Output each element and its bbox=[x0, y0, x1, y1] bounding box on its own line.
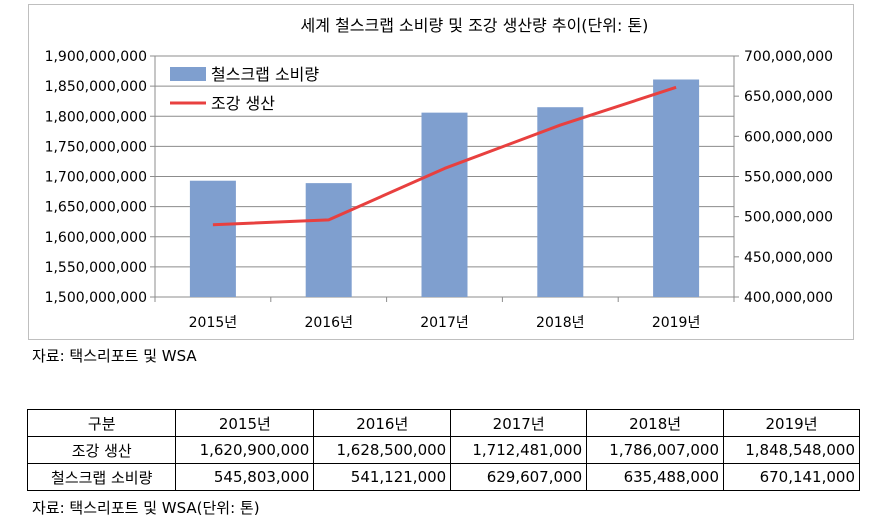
table-cell: 1,628,500,000 bbox=[313, 436, 452, 464]
x-tick-label: 2019년 bbox=[652, 315, 701, 331]
x-tick-label: 2018년 bbox=[536, 315, 585, 331]
table-row: 조강 생산 1,620,900,000 1,628,500,000 1,712,… bbox=[26, 436, 860, 464]
table-cell: 1,786,007,000 bbox=[586, 436, 725, 464]
right-tick-label: 450,000,000 bbox=[744, 250, 833, 266]
x-tick-label: 2016년 bbox=[304, 315, 353, 331]
table-cell: 1,620,900,000 bbox=[175, 436, 315, 464]
table-source-note: 자료: 택스리포트 및 WSA(단위: 톤) bbox=[32, 499, 260, 517]
table-header-cell: 2015년 bbox=[175, 409, 315, 437]
table-cell: 670,141,000 bbox=[723, 463, 860, 491]
table-row: 철스크랩 소비량 545,803,000 541,121,000 629,607… bbox=[26, 463, 860, 491]
right-tick-label: 400,000,000 bbox=[744, 290, 833, 306]
bar bbox=[421, 112, 468, 297]
combo-chart: 세계 철스크랩 소비량 및 조강 생산량 추이(단위: 톤) 1,500,000,… bbox=[45, 16, 834, 331]
table-header-cell: 2016년 bbox=[313, 409, 452, 437]
left-tick-label: 1,550,000,000 bbox=[45, 260, 147, 276]
table-header-cell: 구분 bbox=[26, 409, 177, 437]
line-series bbox=[212, 85, 677, 227]
left-tick-label: 1,850,000,000 bbox=[45, 79, 147, 95]
legend-label: 조강 생산 bbox=[211, 94, 275, 113]
right-tick-label: 550,000,000 bbox=[744, 170, 833, 186]
left-tick-label: 1,900,000,000 bbox=[45, 49, 147, 65]
left-tick-label: 1,700,000,000 bbox=[45, 170, 147, 186]
bar bbox=[653, 79, 700, 297]
left-tick-label: 1,500,000,000 bbox=[45, 290, 147, 306]
table-header-cell: 2019년 bbox=[723, 409, 860, 437]
table-cell: 635,488,000 bbox=[586, 463, 725, 491]
table-header-cell: 2018년 bbox=[586, 409, 725, 437]
table-cell: 545,803,000 bbox=[175, 463, 315, 491]
table-header-row: 구분 2015년 2016년 2017년 2018년 2019년 bbox=[26, 409, 860, 437]
left-tick-label: 1,800,000,000 bbox=[45, 109, 147, 125]
data-table: 구분 2015년 2016년 2017년 2018년 2019년 조강 생산 1… bbox=[26, 409, 860, 491]
table-row-label: 철스크랩 소비량 bbox=[26, 463, 177, 491]
left-tick-label: 1,600,000,000 bbox=[45, 230, 147, 246]
x-tick-label: 2017년 bbox=[420, 315, 469, 331]
left-tick-label: 1,650,000,000 bbox=[45, 200, 147, 216]
right-tick-label: 700,000,000 bbox=[744, 49, 833, 65]
chart-title: 세계 철스크랩 소비량 및 조강 생산량 추이(단위: 톤) bbox=[301, 16, 649, 35]
table-cell: 1,848,548,000 bbox=[723, 436, 860, 464]
right-tick-label: 650,000,000 bbox=[744, 89, 833, 105]
table-cell: 1,712,481,000 bbox=[450, 436, 588, 464]
table-header-cell: 2017년 bbox=[450, 409, 588, 437]
bar bbox=[537, 107, 584, 298]
chart-container: 세계 철스크랩 소비량 및 조강 생산량 추이(단위: 톤) 1,500,000,… bbox=[28, 4, 854, 340]
table-cell: 541,121,000 bbox=[313, 463, 452, 491]
table-row-label: 조강 생산 bbox=[26, 436, 177, 464]
right-tick-label: 600,000,000 bbox=[744, 129, 833, 145]
table-cell: 629,607,000 bbox=[450, 463, 588, 491]
left-tick-label: 1,750,000,000 bbox=[45, 139, 147, 155]
x-tick-label: 2015년 bbox=[189, 315, 238, 331]
right-tick-label: 500,000,000 bbox=[744, 210, 833, 226]
bar bbox=[189, 180, 236, 297]
bar bbox=[305, 183, 352, 297]
legend-bar-swatch bbox=[170, 67, 206, 81]
chart-source-note: 자료: 택스리포트 및 WSA bbox=[32, 347, 197, 365]
legend-label: 철스크랩 소비량 bbox=[211, 65, 319, 84]
